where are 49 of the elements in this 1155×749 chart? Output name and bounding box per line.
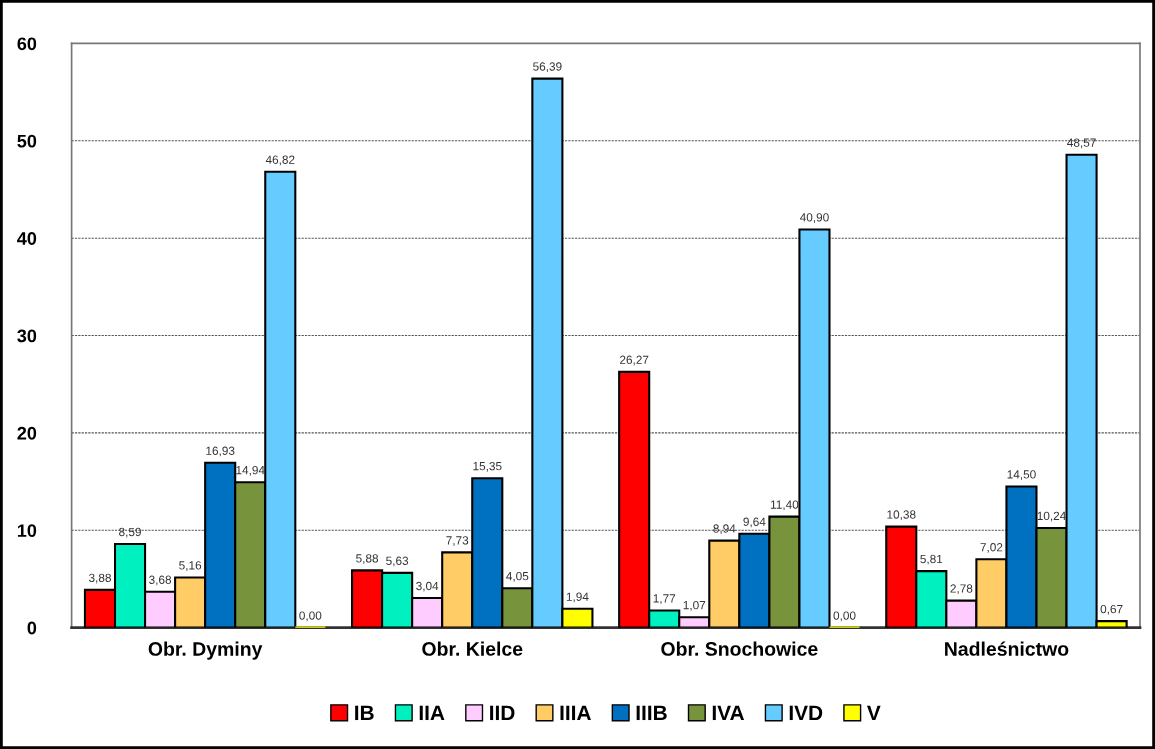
data-label: 5,16 bbox=[179, 561, 202, 571]
data-label: 1,07 bbox=[683, 600, 706, 611]
data-label: 15,35 bbox=[473, 461, 502, 472]
y-tick-label: 0 bbox=[27, 621, 37, 635]
data-label: 7,02 bbox=[980, 543, 1003, 553]
data-label: 8,59 bbox=[119, 527, 141, 538]
legend-label: IID bbox=[490, 705, 515, 721]
data-label: 14,50 bbox=[1007, 470, 1036, 480]
x-tick-label: Obr. Kielce bbox=[422, 641, 523, 656]
legend-label: IVD bbox=[789, 705, 823, 721]
x-tick-label: Nadleśnictwo bbox=[945, 641, 1069, 656]
y-tick-label: 30 bbox=[17, 329, 37, 343]
data-label: 3,68 bbox=[149, 575, 172, 586]
data-label: 40,90 bbox=[799, 213, 829, 223]
data-label: 0,67 bbox=[1100, 604, 1123, 615]
data-label: 2,78 bbox=[950, 584, 973, 595]
data-label: 1,94 bbox=[566, 592, 589, 603]
data-label: 3,88 bbox=[88, 573, 111, 584]
data-label: 5,88 bbox=[356, 554, 379, 564]
x-tick-label: Obr. Dyminy bbox=[148, 641, 263, 660]
data-label: 0,00 bbox=[833, 611, 856, 622]
y-tick-label: 50 bbox=[17, 134, 37, 148]
data-label: 1,77 bbox=[653, 594, 676, 604]
x-tick-label: Obr. Snochowice bbox=[661, 641, 818, 656]
data-label: 7,73 bbox=[446, 536, 469, 546]
data-label: 10,38 bbox=[887, 510, 916, 521]
data-label: 48,57 bbox=[1067, 138, 1096, 149]
data-label: 26,27 bbox=[620, 355, 649, 366]
legend-label: IB bbox=[355, 705, 374, 721]
y-tick-label: 10 bbox=[17, 524, 37, 538]
data-label: 5,81 bbox=[920, 554, 943, 565]
data-label: 8,94 bbox=[713, 524, 736, 535]
data-label: 16,93 bbox=[206, 446, 235, 457]
data-label: 9,64 bbox=[743, 517, 766, 528]
legend-label: IVA bbox=[712, 705, 745, 721]
data-label: 4,05 bbox=[506, 571, 529, 582]
data-label: 3,04 bbox=[416, 581, 439, 592]
legend-label: IIA bbox=[419, 705, 445, 721]
data-label: 5,63 bbox=[386, 556, 409, 567]
legend-label: V bbox=[866, 705, 881, 721]
data-label: 14,94 bbox=[236, 465, 265, 476]
legend-label: IIIB bbox=[636, 705, 667, 721]
y-tick-label: 60 bbox=[17, 37, 37, 51]
legend-label: IIIA bbox=[560, 705, 591, 721]
y-tick-label: 40 bbox=[17, 232, 37, 245]
data-label: 0,00 bbox=[299, 611, 322, 622]
data-label: 56,39 bbox=[533, 62, 562, 73]
data-label: 46,82 bbox=[265, 155, 295, 166]
y-tick-label: 20 bbox=[17, 426, 37, 440]
